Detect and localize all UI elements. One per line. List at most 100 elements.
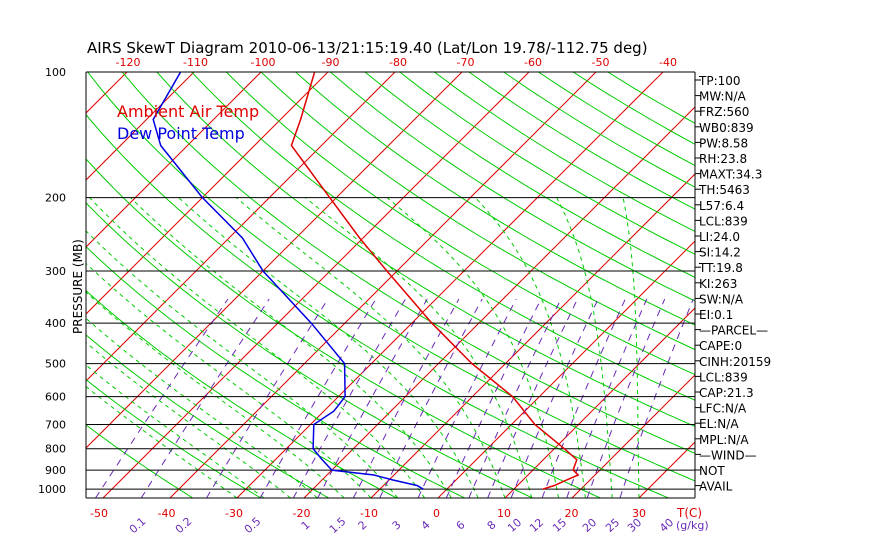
pressure-tick-label: 700	[45, 419, 66, 432]
stability-index: CINH:20159	[699, 355, 771, 369]
stability-index: L57:6.4	[699, 199, 744, 213]
dry-adiabat-line	[260, 72, 695, 351]
pressure-tick-label: 100	[45, 66, 66, 79]
pressure-tick-label: 800	[45, 443, 66, 456]
bottom-temperature-tick-labels: -50 -40 -30 -20 -10 0 10 20 30	[90, 507, 646, 520]
dry-adiabat-line	[86, 289, 397, 498]
bottom-tick-label: 10	[497, 507, 511, 520]
dry-adiabat-line	[156, 72, 695, 428]
dry-adiabat-line	[225, 72, 695, 376]
dry-adiabat-line	[86, 424, 194, 498]
top-tick-label: -60	[524, 56, 542, 69]
mixing-ratio-tick-label: 0.1	[127, 515, 149, 536]
isotherm-line	[102, 72, 530, 498]
mixing-ratio-tick-label: 8	[485, 518, 499, 532]
moist-adiabat-line	[622, 197, 640, 498]
mixing-ratio-tick-label: 25	[603, 516, 622, 535]
stability-index: RH:23.8	[699, 152, 747, 166]
dry-adiabat-line	[329, 72, 695, 302]
pressure-tick-label: 1000	[38, 483, 66, 496]
pressure-tick-label: 400	[45, 317, 66, 330]
mixing-ratio-line	[292, 298, 406, 498]
top-temperature-tick-labels: -120 -110 -100 -90 -80 -70 -60 -50 -40	[116, 56, 677, 69]
mixing-ratio-line	[140, 298, 270, 498]
isotherm-line	[86, 72, 396, 382]
bottom-tick-label: 0	[433, 507, 440, 520]
dry-adiabat-line	[364, 72, 695, 278]
legend-ambient-temp: Ambient Air Temp	[117, 102, 259, 121]
stability-index: LCL:839	[699, 214, 748, 228]
moist-adiabat-line	[235, 197, 506, 498]
mixing-ratio-tick-labels: 0.1 0.2 0.5 1 1.5 2 3 4 6 8 10 12 15 20 25 30 40	[127, 515, 676, 536]
mixing-ratio-tick-label: 4	[419, 518, 433, 532]
stability-index: TH:5463	[698, 183, 750, 197]
dry-adiabat-line	[295, 72, 695, 326]
mixing-ratio-tick-label: 12	[527, 516, 546, 535]
stability-index: MPL:N/A	[699, 433, 749, 447]
dry-adiabat-line	[86, 202, 533, 498]
mixing-ratio-line	[510, 298, 599, 498]
stability-index: CAP:21.3	[699, 386, 754, 400]
stability-index: TT:19.8	[698, 261, 743, 275]
bottom-tick-label: -20	[293, 507, 311, 520]
isotherm-line	[86, 72, 329, 315]
mixing-ratio-line	[619, 298, 694, 498]
isotherm-line	[86, 72, 463, 449]
dry-adiabat-line	[86, 334, 330, 498]
isotherm-line	[236, 72, 664, 498]
isotherm-line	[169, 72, 597, 498]
moist-adiabat-line	[86, 230, 399, 498]
moist-adiabat-line	[86, 317, 318, 498]
stability-index: KI:263	[699, 277, 737, 291]
top-tick-label: -90	[322, 56, 340, 69]
dry-adiabat-line	[86, 113, 669, 498]
bottom-tick-label: -30	[225, 507, 243, 520]
chart-title: AIRS SkewT Diagram 2010-06-13/21:15:19.4…	[87, 39, 648, 57]
mixing-ratio-tick-label: 0.5	[242, 515, 264, 536]
pressure-tick-label: 900	[45, 464, 66, 477]
top-tick-label: -120	[116, 56, 141, 69]
dry-adiabat-line	[503, 72, 695, 188]
bottom-tick-label: 30	[632, 507, 646, 520]
top-tick-label: -50	[592, 56, 610, 69]
pressure-tick-label: 200	[45, 192, 66, 205]
stability-index: —PARCEL—	[699, 324, 768, 338]
mixing-ratio-tick-label: 1.5	[327, 515, 349, 536]
dry-adiabat-line	[87, 72, 695, 482]
moist-adiabat-line	[89, 197, 426, 498]
bottom-tick-label: 20	[565, 507, 579, 520]
mixing-ratio-line	[259, 298, 377, 498]
mixing-ratio-line	[445, 298, 542, 498]
stability-index: LI:24.0	[699, 230, 740, 244]
mixing-ratio-line	[206, 298, 329, 498]
stability-index: TP:100	[698, 74, 741, 88]
top-tick-label: -70	[457, 56, 475, 69]
dry-adiabat-line	[86, 158, 601, 498]
legend-dew-point-temp: Dew Point Temp	[117, 124, 245, 143]
stability-index: EI:0.1	[699, 308, 733, 322]
top-tick-label: -40	[659, 56, 677, 69]
mixing-ratio-tick-label: 0.2	[173, 515, 195, 536]
stability-index: MW:N/A	[699, 90, 747, 104]
moist-adiabat-line	[475, 197, 586, 498]
isotherm-line	[370, 173, 695, 498]
stability-index: SW:N/A	[699, 292, 744, 306]
y-axis-label: PRESSURE (MB)	[71, 239, 85, 334]
moist-adiabat-line	[556, 197, 613, 498]
isotherm-line	[773, 72, 870, 498]
isotherm-line	[571, 374, 695, 498]
mixing-ratio-tick-label: 20	[580, 516, 599, 535]
stability-index: AVAIL	[699, 480, 733, 494]
moist-adiabat-line	[305, 197, 533, 498]
stability-index: LCL:839	[699, 370, 748, 384]
moist-adiabat-line	[86, 262, 372, 498]
isotherm-line	[0, 72, 60, 498]
dry-adiabat-line	[191, 72, 695, 401]
mixing-ratio-line	[95, 298, 229, 498]
stability-index: —WIND—	[699, 448, 757, 462]
stability-index: WB0:839	[699, 121, 754, 135]
pressure-tick-label: 300	[45, 265, 66, 278]
moist-adiabat-line	[386, 197, 560, 498]
bottom-tick-label: -40	[158, 507, 176, 520]
